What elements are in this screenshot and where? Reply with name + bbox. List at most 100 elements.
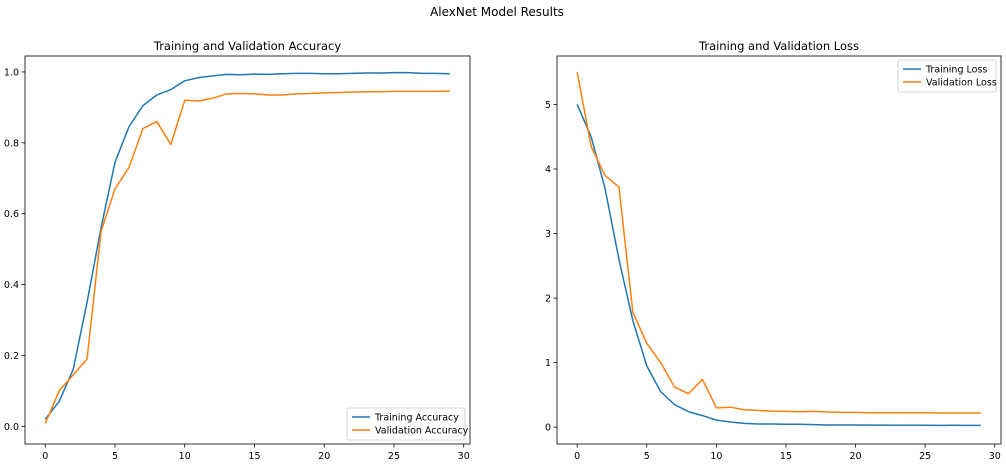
data-point xyxy=(198,77,200,79)
data-point xyxy=(58,401,60,403)
data-point xyxy=(771,423,773,425)
data-point xyxy=(435,91,437,93)
data-point xyxy=(128,167,130,169)
data-point xyxy=(100,230,102,232)
legend-box xyxy=(346,407,466,441)
data-point xyxy=(86,301,88,303)
data-point xyxy=(674,386,676,388)
data-point xyxy=(590,145,592,147)
data-point xyxy=(268,94,270,96)
data-point xyxy=(281,94,283,96)
y-tick-label: 1.0 xyxy=(4,67,19,78)
data-point xyxy=(688,411,690,413)
data-point xyxy=(799,423,801,425)
x-tick-label: 5 xyxy=(112,451,118,462)
data-point xyxy=(757,410,759,412)
data-point xyxy=(407,72,409,74)
data-point xyxy=(72,374,74,376)
data-point xyxy=(771,410,773,412)
data-point xyxy=(910,424,912,426)
data-point xyxy=(729,421,731,423)
data-point xyxy=(114,161,116,163)
data-point xyxy=(240,93,242,95)
y-tick-label: 0.0 xyxy=(4,422,19,433)
data-point xyxy=(743,409,745,411)
data-point xyxy=(184,80,186,82)
data-point xyxy=(618,258,620,260)
data-point xyxy=(184,99,186,101)
series-line-validation-loss xyxy=(576,72,981,414)
chart-title: Training and Validation Accuracy xyxy=(153,39,341,53)
legend: Training Loss Validation Loss xyxy=(897,59,997,93)
data-point xyxy=(156,94,158,96)
axes-frame xyxy=(24,55,471,445)
axes-frame xyxy=(556,55,1002,445)
data-point xyxy=(702,415,704,417)
data-point xyxy=(212,97,214,99)
data-point xyxy=(702,379,704,381)
data-point xyxy=(309,72,311,74)
data-point xyxy=(980,425,982,427)
data-point xyxy=(212,75,214,77)
data-point xyxy=(351,91,353,93)
data-point xyxy=(757,423,759,425)
x-tick-label: 25 xyxy=(919,451,931,462)
data-point xyxy=(952,424,954,426)
data-point xyxy=(827,424,829,426)
data-point xyxy=(632,311,634,313)
data-point xyxy=(660,391,662,393)
data-point xyxy=(407,91,409,93)
data-point xyxy=(896,424,898,426)
x-tick-label: 25 xyxy=(388,451,400,462)
y-tick-label: 3 xyxy=(545,229,551,240)
data-point xyxy=(142,105,144,107)
data-point xyxy=(604,187,606,189)
accuracy-subplot: Training and Validation Accuracy 0 5 10 15 20… xyxy=(4,39,471,462)
data-point xyxy=(660,362,662,364)
y-tick-label: 0.2 xyxy=(4,351,19,362)
data-point xyxy=(295,72,297,74)
data-point xyxy=(170,89,172,91)
data-point xyxy=(295,93,297,95)
data-point xyxy=(576,104,578,106)
legend: Training Accuracy Validation Accuracy xyxy=(346,407,469,441)
data-point xyxy=(393,72,395,74)
data-point xyxy=(449,90,451,92)
data-point xyxy=(813,424,815,426)
data-point xyxy=(254,93,256,95)
data-point xyxy=(337,92,339,94)
x-tick-label: 5 xyxy=(644,451,650,462)
data-point xyxy=(882,424,884,426)
data-point xyxy=(674,404,676,406)
data-point xyxy=(896,412,898,414)
figure-suptitle: AlexNet Model Results xyxy=(430,5,564,19)
y-tick-label: 0.6 xyxy=(4,209,19,220)
data-point xyxy=(240,74,242,76)
data-point xyxy=(938,412,940,414)
series-line-training-accuracy xyxy=(44,71,450,420)
data-point xyxy=(952,412,954,414)
data-point xyxy=(351,72,353,74)
data-point xyxy=(632,320,634,322)
x-tick-label: 30 xyxy=(989,451,1001,462)
data-point xyxy=(576,71,578,73)
data-point xyxy=(156,121,158,123)
data-point xyxy=(254,73,256,75)
data-point xyxy=(715,419,717,421)
data-point xyxy=(646,365,648,367)
x-tick-label: 15 xyxy=(780,451,792,462)
legend-label: Validation Loss xyxy=(926,78,997,89)
data-point xyxy=(142,128,144,130)
data-point xyxy=(421,72,423,74)
data-point xyxy=(226,93,228,95)
legend-label: Validation Accuracy xyxy=(375,426,469,437)
data-point xyxy=(799,411,801,413)
x-tick-label: 0 xyxy=(574,451,580,462)
data-point xyxy=(114,188,116,190)
data-point xyxy=(198,100,200,102)
data-point xyxy=(44,418,46,420)
data-point xyxy=(855,411,857,413)
data-point xyxy=(449,73,451,75)
data-point xyxy=(365,91,367,93)
